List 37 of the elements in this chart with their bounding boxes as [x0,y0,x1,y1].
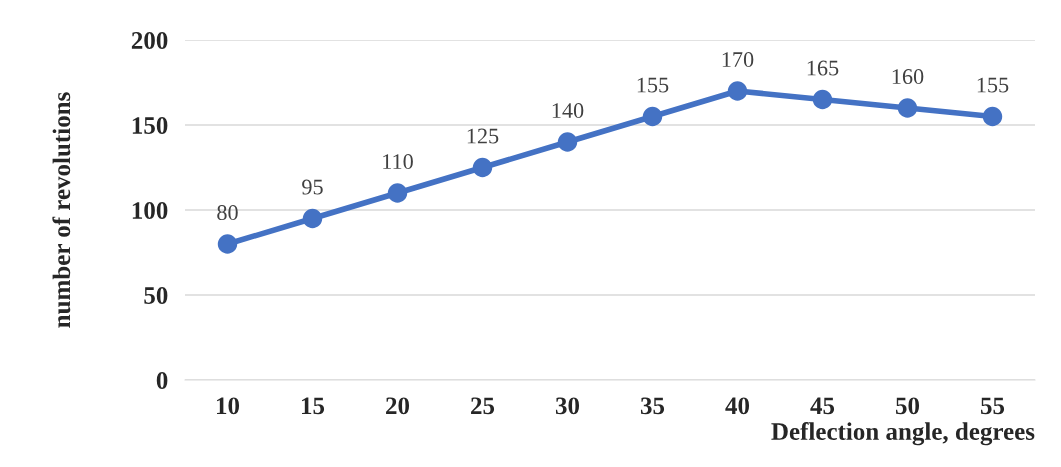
x-tick-label: 10 [217,397,240,415]
point [982,106,1003,127]
x-tick-label: 35 [640,397,665,415]
x-tick-label: 30 [555,397,580,415]
y-tick-label: 0 [156,372,168,389]
x-axis-title: Deflection angle, degrees [771,422,1035,446]
data-label: 140 [552,103,584,119]
data-label: 80 [217,205,238,221]
data-label: 110 [383,154,413,170]
data-label: 125 [467,128,499,144]
point [302,208,323,229]
x-tick-label: 20 [386,397,410,415]
data-label: 160 [892,69,924,85]
point [557,132,578,152]
x-tick-label: 15 [302,397,325,415]
x-tick-label: 50 [896,397,920,415]
x-tick-label: 40 [725,397,750,415]
data-label: 155 [637,77,669,93]
point [812,89,833,110]
data-label: 170 [722,52,754,68]
data-label: 165 [807,60,839,76]
data-label: 155 [977,77,1009,93]
data-label: 95 [302,179,323,195]
point [727,81,748,101]
point [642,106,663,127]
y-tick-label: 50 [144,287,168,304]
point [217,234,238,254]
x-tick-label: 25 [471,397,495,415]
y-tick-label: 150 [132,117,168,134]
point [387,183,408,203]
y-tick-label: 200 [131,32,168,49]
x-tick-label: 45 [810,397,835,415]
x-tick-label: 55 [981,397,1005,415]
y-axis-title: number of revolutions [52,92,71,328]
y-tick-label: 100 [132,202,168,219]
point [472,157,493,178]
point [897,98,918,118]
